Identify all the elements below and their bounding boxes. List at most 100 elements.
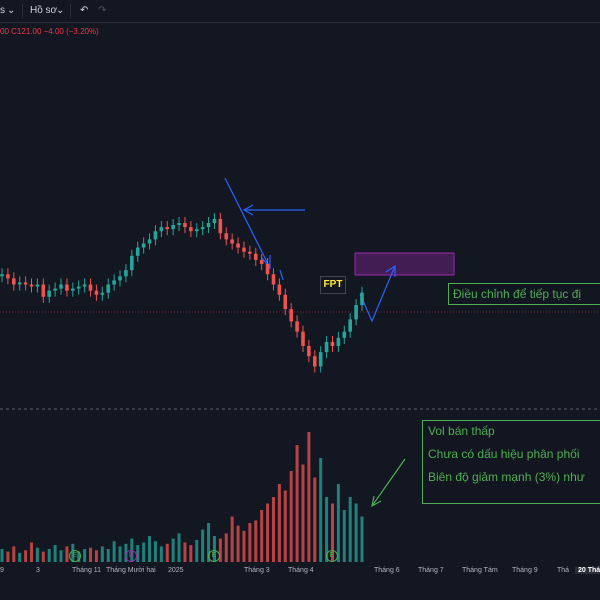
candle[interactable] <box>165 221 170 236</box>
candle[interactable] <box>41 278 46 303</box>
candle[interactable] <box>342 325 347 344</box>
volume-bar[interactable] <box>271 497 275 562</box>
candle[interactable] <box>23 276 28 291</box>
volume-bar[interactable] <box>30 542 34 563</box>
profile-menu-button[interactable]: Hồ sơ <box>30 5 58 16</box>
candle[interactable] <box>295 315 299 338</box>
volume-bar[interactable] <box>24 550 28 562</box>
volume-bar[interactable] <box>313 477 317 563</box>
volume-bar[interactable] <box>35 547 39 562</box>
volume-bar[interactable] <box>118 546 122 562</box>
candle[interactable] <box>118 270 122 287</box>
volume-bar[interactable] <box>0 549 4 562</box>
volume-bar[interactable] <box>266 503 270 563</box>
volume-bar[interactable] <box>41 551 45 562</box>
candle[interactable] <box>324 335 329 359</box>
candle[interactable] <box>94 284 99 301</box>
volume-bar[interactable] <box>201 529 205 563</box>
candle[interactable] <box>248 245 252 260</box>
volume-bar[interactable] <box>47 549 51 562</box>
symbol-label-fpt[interactable]: FPT <box>320 276 346 294</box>
volume-bar[interactable] <box>348 497 352 562</box>
candle[interactable] <box>200 221 205 236</box>
candle[interactable] <box>354 299 358 326</box>
volume-bar[interactable] <box>307 432 311 562</box>
candle[interactable] <box>330 335 335 352</box>
volume-bar[interactable] <box>330 503 334 563</box>
candle[interactable] <box>194 223 199 238</box>
volume-bar[interactable] <box>354 503 358 563</box>
candle[interactable] <box>35 278 40 293</box>
volume-bar[interactable] <box>159 546 163 562</box>
candle[interactable] <box>177 217 181 232</box>
candle[interactable] <box>76 280 81 295</box>
candle[interactable] <box>141 237 146 254</box>
candle[interactable] <box>348 313 352 338</box>
candle[interactable] <box>106 278 111 299</box>
candle[interactable] <box>147 233 152 250</box>
volume-bar[interactable] <box>342 510 346 562</box>
candle[interactable] <box>271 268 276 291</box>
candle[interactable] <box>312 350 317 373</box>
candle[interactable] <box>259 253 264 270</box>
candle[interactable] <box>82 278 87 293</box>
volume-bar[interactable] <box>260 510 264 562</box>
candle[interactable] <box>47 284 52 303</box>
candle[interactable] <box>171 219 175 236</box>
target-zone[interactable] <box>354 252 455 276</box>
volume-bar[interactable] <box>100 546 104 562</box>
candle[interactable] <box>318 346 323 373</box>
price-chart[interactable] <box>0 22 600 600</box>
candle[interactable] <box>183 217 187 234</box>
volume-bar[interactable] <box>248 523 252 562</box>
event-marker[interactable]: D <box>125 550 137 562</box>
candle[interactable] <box>360 286 364 311</box>
candle[interactable] <box>65 278 69 297</box>
candle[interactable] <box>277 278 282 301</box>
volume-bar[interactable] <box>18 552 22 562</box>
undo-icon[interactable]: ↶ <box>80 5 89 16</box>
event-marker[interactable]: E <box>326 550 338 562</box>
volume-bar[interactable] <box>230 516 234 563</box>
candle[interactable] <box>242 241 246 258</box>
volume-bar[interactable] <box>153 541 157 562</box>
volume-bar[interactable] <box>295 445 299 562</box>
volume-bar[interactable] <box>165 543 169 562</box>
projection-arrow[interactable] <box>359 265 396 323</box>
candle[interactable] <box>100 286 105 301</box>
volume-bar[interactable] <box>277 484 281 562</box>
candle[interactable] <box>88 278 93 297</box>
candle[interactable] <box>189 221 193 238</box>
volume-bar[interactable] <box>301 464 305 563</box>
volume-bar[interactable] <box>83 549 87 562</box>
redo-icon[interactable]: ↷ <box>98 5 107 16</box>
volume-bar[interactable] <box>89 547 93 562</box>
candle[interactable] <box>159 221 164 238</box>
candle[interactable] <box>230 233 234 250</box>
volume-bar[interactable] <box>207 523 211 562</box>
chevron-down-icon[interactable]: ⌄ <box>56 5 65 16</box>
chevron-down-icon[interactable]: ⌄ <box>7 5 16 16</box>
callout-right-note[interactable]: Điều chỉnh để tiếp tục đị <box>448 283 600 305</box>
candle[interactable] <box>6 268 10 285</box>
candle[interactable] <box>53 282 57 297</box>
candle[interactable] <box>301 325 305 352</box>
candle[interactable] <box>265 258 270 281</box>
candle[interactable] <box>17 276 22 291</box>
volume-bar[interactable] <box>242 530 246 562</box>
candle[interactable] <box>236 237 240 254</box>
volume-bar[interactable] <box>360 516 364 563</box>
candle[interactable] <box>12 272 16 291</box>
volume-arrow[interactable] <box>371 458 406 507</box>
volume-bar[interactable] <box>319 458 323 562</box>
volume-bar[interactable] <box>218 538 222 562</box>
volume-bar[interactable] <box>106 549 110 562</box>
volume-bar[interactable] <box>12 546 16 562</box>
volume-bar[interactable] <box>112 541 116 562</box>
candle[interactable] <box>336 331 341 352</box>
callout-volume-note[interactable]: Vol bán thấp Chưa có dấu hiệu phân phối … <box>422 420 600 504</box>
volume-bar[interactable] <box>6 551 10 562</box>
candle[interactable] <box>218 212 223 240</box>
volume-bar[interactable] <box>53 545 57 562</box>
volume-bar[interactable] <box>94 550 98 562</box>
